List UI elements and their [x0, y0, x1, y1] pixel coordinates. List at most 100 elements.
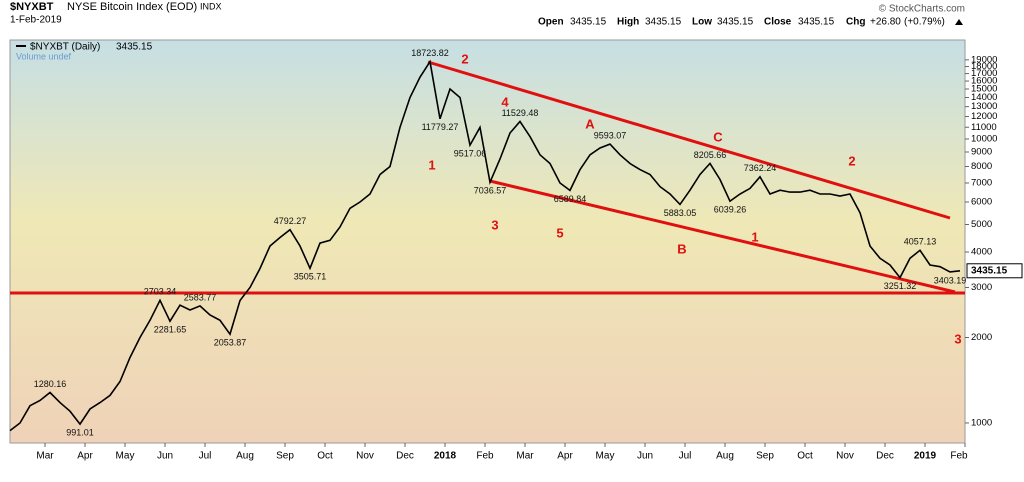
y-tick-label: 7000 — [971, 178, 992, 189]
x-tick-label: Nov — [356, 451, 374, 462]
symbol: $NYXBT — [10, 1, 54, 13]
point-label: 7362.24 — [744, 163, 777, 173]
volume-legend: Volume undef — [16, 51, 72, 61]
y-tick-label: 19000 — [971, 54, 997, 65]
wave-label: 2 — [848, 153, 855, 168]
x-tick-label: Sep — [756, 451, 774, 462]
exchange: INDX — [200, 1, 222, 11]
last-value-label: 3435.15 — [971, 265, 1008, 276]
x-tick-label: Jul — [679, 451, 692, 462]
x-tick-label: Sep — [276, 451, 294, 462]
point-label: 2281.65 — [154, 325, 187, 335]
y-tick-label: 5000 — [971, 219, 992, 230]
open: 3435.15 — [570, 17, 607, 28]
y-tick-label: 2000 — [971, 332, 992, 343]
close: 3435.15 — [798, 17, 835, 28]
x-tick-label: Feb — [476, 451, 494, 462]
x-tick-label: Jun — [637, 451, 653, 462]
y-tick-label: 15000 — [971, 84, 997, 95]
plot-area — [9, 39, 966, 444]
x-tick-label: Apr — [557, 451, 573, 462]
up-arrow — [955, 19, 963, 25]
y-tick-label: 6000 — [971, 197, 992, 208]
credit: © StockCharts.com — [879, 4, 965, 15]
point-label: 4792.27 — [274, 216, 307, 226]
point-label: 2703.34 — [144, 287, 177, 297]
x-tick-label: May — [116, 451, 135, 462]
chg-pct: (+0.79%) — [904, 17, 945, 28]
close-label: Close — [764, 17, 792, 28]
point-label: 3251.32 — [884, 281, 917, 291]
x-tick-label: Nov — [836, 451, 854, 462]
x-tick-label: Mar — [516, 451, 534, 462]
y-tick-label: 14000 — [971, 92, 997, 103]
point-label: 9593.07 — [594, 131, 627, 141]
lower-trend-line — [489, 179, 956, 294]
point-label: 4057.13 — [904, 237, 937, 247]
high-label: High — [617, 17, 639, 28]
x-tick-label: Apr — [77, 451, 93, 462]
y-tick-label: 17000 — [971, 68, 997, 79]
point-label: 11529.48 — [502, 108, 539, 118]
y-tick-label: 13000 — [971, 101, 997, 112]
y-tick-label: 1000 — [971, 417, 992, 428]
x-tick-label: Dec — [396, 451, 414, 462]
x-tick-label: Jul — [199, 451, 212, 462]
point-label: 5883.05 — [664, 208, 697, 218]
y-tick-label: 16000 — [971, 76, 997, 87]
x-tick-label: 2019 — [914, 451, 937, 462]
point-label: 6039.26 — [714, 205, 747, 215]
y-tick-label: 8000 — [971, 161, 992, 172]
x-tick-label: Feb — [950, 451, 968, 462]
point-label: 7036.57 — [474, 186, 507, 196]
point-label: 2583.77 — [184, 292, 217, 302]
y-tick-label: 12000 — [971, 111, 997, 122]
point-label: 11779.27 — [422, 122, 459, 132]
x-tick-label: 2018 — [434, 451, 457, 462]
x-tick-label: Oct — [317, 451, 333, 462]
wave-label: 3 — [491, 217, 498, 232]
wave-label: C — [713, 129, 723, 144]
x-tick-label: Aug — [716, 451, 734, 462]
wave-label: 5 — [556, 225, 563, 240]
y-tick-label: 10000 — [971, 134, 997, 145]
trend-lines — [10, 60, 965, 295]
x-tick-label: Aug — [236, 451, 254, 462]
point-label: 3403.19 — [934, 275, 967, 285]
legend-label: $NYXBT (Daily) — [30, 42, 100, 53]
point-label: 6589.84 — [554, 194, 587, 204]
wave-label: 4 — [501, 94, 509, 109]
point-label: 991.01 — [66, 427, 94, 437]
point-label: 8205.66 — [694, 150, 727, 160]
wave-label: 1 — [428, 157, 435, 172]
upper-trend-line — [427, 60, 951, 220]
point-label: 1280.16 — [34, 379, 67, 389]
point-label: 3505.71 — [294, 272, 327, 282]
wave-label: 2 — [461, 51, 468, 66]
point-label: 2053.87 — [214, 338, 247, 348]
y-tick-label: 4000 — [971, 247, 992, 258]
y-tick-label: 18000 — [971, 61, 997, 72]
wave-label: A — [585, 116, 595, 131]
ohlc: Open 3435.15 High 3435.15 Low 3435.15 Cl… — [538, 17, 963, 28]
high: 3435.15 — [645, 17, 682, 28]
x-tick-label: Mar — [36, 451, 54, 462]
y-tick-label: 3000 — [971, 282, 992, 293]
low: 3435.15 — [717, 17, 754, 28]
x-tick-label: Dec — [876, 451, 894, 462]
point-label: 18723.82 — [411, 48, 449, 58]
last-value-box — [966, 263, 1023, 279]
open-label: Open — [538, 17, 564, 28]
y-tick-label: 11000 — [971, 122, 997, 133]
wave-label: B — [677, 241, 686, 256]
point-label: 9517.06 — [454, 148, 487, 158]
y-tick-label: 9000 — [971, 147, 992, 158]
wave-label: 3 — [954, 331, 961, 346]
date: 1-Feb-2019 — [10, 15, 62, 26]
low-label: Low — [692, 17, 712, 28]
legend-value: 3435.15 — [116, 42, 153, 53]
chg-label: Chg — [846, 17, 865, 28]
x-tick-label: Oct — [797, 451, 813, 462]
x-tick-label: May — [596, 451, 615, 462]
